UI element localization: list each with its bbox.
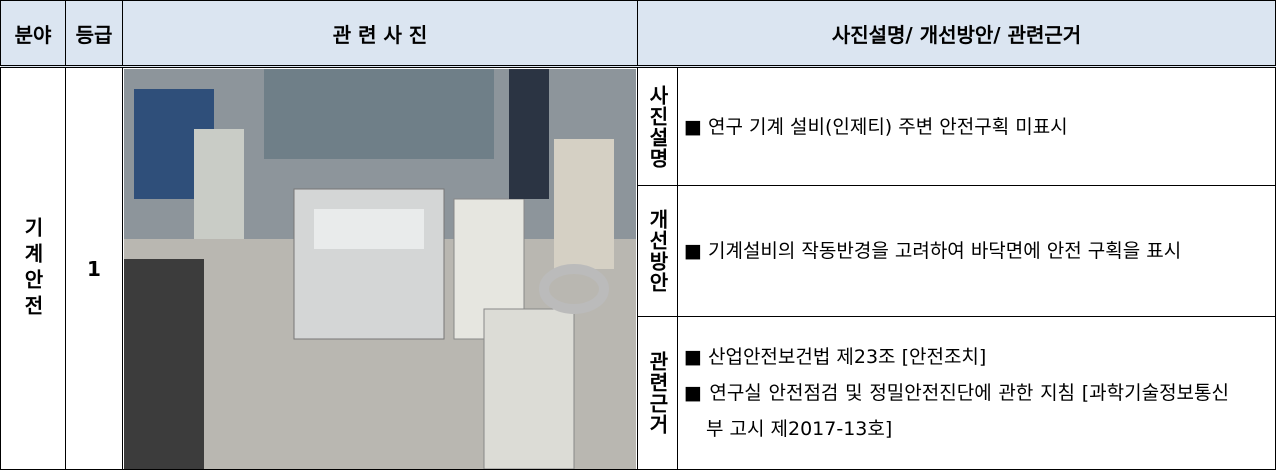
photo (124, 68, 636, 469)
section-item: ■ 기계설비의 작동반경을 고려하여 바닥면에 안전 구획을 표시 (684, 240, 1182, 262)
field-cell: 기계안전 (0, 66, 66, 470)
header-cell: 사진설명/ 개선방안/ 관련근거 (637, 0, 1276, 68)
label-cell: 관련근거 (637, 316, 678, 470)
section-label: 관련근거 (645, 351, 670, 435)
photo-cell (122, 66, 638, 470)
grade: 1 (65, 66, 123, 470)
label-cell: 개선방안 (637, 185, 678, 317)
section-item: ■ 연구실 안전점검 및 정밀안전진단에 관한 지침 [과학기술정보통신부 고시… (684, 382, 1229, 440)
section-item: ■ 산업안전보건법 제23조 [안전조치] (684, 346, 987, 368)
header-cell: 등급 (65, 0, 123, 68)
section-text: ■ 연구 기계 설비(인제티) 주변 안전구획 미표시 (677, 66, 1276, 186)
section-item: ■ 연구 기계 설비(인제티) 주변 안전구획 미표시 (684, 115, 1068, 138)
header-cell: 분야 (0, 0, 66, 68)
header-cell: 관 련 사 진 (122, 0, 638, 68)
section-text: ■ 기계설비의 작동반경을 고려하여 바닥면에 안전 구획을 표시 (677, 185, 1276, 317)
section-text: ■ 산업안전보건법 제23조 [안전조치] ■ 연구실 안전점검 및 정밀안전진… (677, 316, 1276, 470)
label-cell: 사진설명 (637, 66, 678, 186)
section-label: 사진설명 (645, 84, 670, 169)
field: 기계안전 (20, 216, 45, 321)
section-label: 개선방안 (645, 209, 670, 293)
